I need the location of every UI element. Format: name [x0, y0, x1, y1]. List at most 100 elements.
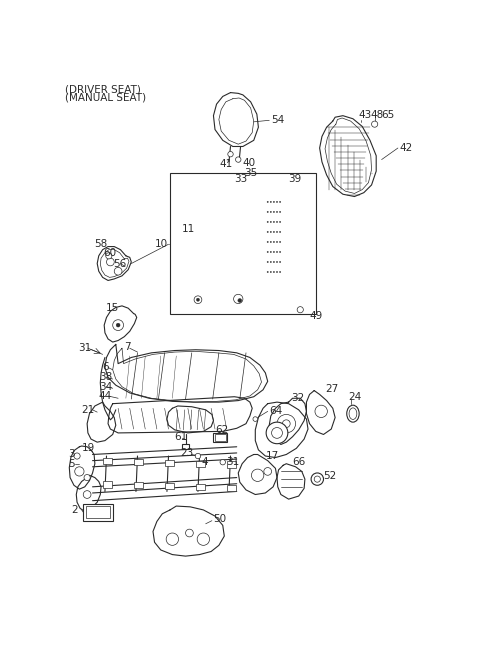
Circle shape: [273, 232, 275, 233]
Text: 6: 6: [103, 363, 109, 373]
Bar: [196, 461, 205, 467]
Bar: [83, 504, 113, 521]
Circle shape: [270, 251, 271, 253]
Circle shape: [116, 323, 120, 327]
Bar: [227, 485, 236, 491]
Circle shape: [273, 221, 275, 222]
Bar: [214, 433, 228, 442]
Text: 17: 17: [265, 451, 278, 461]
Text: 50: 50: [214, 514, 227, 524]
Circle shape: [83, 491, 91, 499]
Circle shape: [113, 319, 123, 331]
Text: 61: 61: [175, 432, 188, 441]
Circle shape: [236, 157, 241, 162]
Ellipse shape: [349, 408, 357, 419]
Bar: [165, 483, 174, 489]
Circle shape: [297, 306, 303, 313]
Circle shape: [276, 261, 277, 262]
Bar: [215, 434, 226, 441]
Text: 32: 32: [291, 393, 304, 403]
Text: 7: 7: [124, 342, 131, 352]
Circle shape: [186, 529, 193, 537]
Text: 23: 23: [180, 448, 193, 458]
Text: 3: 3: [68, 449, 74, 459]
Circle shape: [315, 405, 327, 417]
Circle shape: [311, 473, 324, 485]
Text: 35: 35: [244, 168, 257, 178]
Circle shape: [234, 295, 243, 304]
Text: 15: 15: [106, 303, 119, 313]
Circle shape: [106, 253, 112, 259]
Circle shape: [196, 298, 200, 301]
Circle shape: [267, 232, 268, 233]
Circle shape: [273, 201, 275, 203]
Circle shape: [266, 422, 288, 443]
Text: 43: 43: [359, 110, 372, 120]
Text: 49: 49: [310, 311, 323, 321]
Circle shape: [273, 211, 275, 213]
Bar: [133, 482, 143, 488]
Circle shape: [267, 201, 268, 203]
Circle shape: [197, 533, 210, 545]
Circle shape: [267, 251, 268, 253]
Circle shape: [267, 241, 268, 243]
Circle shape: [276, 272, 277, 273]
Circle shape: [267, 211, 268, 213]
Circle shape: [264, 468, 272, 475]
Text: 44: 44: [99, 391, 112, 401]
Text: 40: 40: [243, 157, 256, 168]
Bar: [85, 506, 110, 518]
Text: 62: 62: [215, 425, 228, 435]
Circle shape: [194, 296, 202, 304]
Text: 52: 52: [324, 471, 337, 481]
Text: (DRIVER SEAT): (DRIVER SEAT): [65, 85, 141, 94]
Text: 31: 31: [227, 457, 240, 467]
Bar: [103, 459, 112, 464]
Text: 48: 48: [370, 110, 383, 120]
Text: 65: 65: [382, 110, 395, 120]
Text: 21: 21: [82, 405, 95, 415]
Circle shape: [279, 272, 281, 273]
Text: 27: 27: [325, 384, 338, 394]
Text: (MANUAL SEAT): (MANUAL SEAT): [65, 93, 146, 103]
Text: 58: 58: [94, 239, 108, 249]
Text: 2: 2: [72, 505, 78, 515]
Circle shape: [273, 272, 275, 273]
Circle shape: [277, 415, 296, 433]
Text: 56: 56: [113, 258, 127, 268]
Circle shape: [279, 201, 281, 203]
Text: 60: 60: [103, 248, 117, 258]
Circle shape: [107, 258, 114, 266]
Circle shape: [270, 261, 271, 262]
Text: 19: 19: [82, 443, 95, 453]
Circle shape: [270, 272, 271, 273]
Text: 10: 10: [155, 239, 168, 249]
Circle shape: [273, 251, 275, 253]
Text: 5: 5: [68, 459, 74, 469]
Circle shape: [270, 201, 271, 203]
Text: 34: 34: [99, 382, 112, 392]
Circle shape: [270, 221, 271, 222]
Text: 42: 42: [399, 143, 413, 153]
Text: 4: 4: [201, 457, 208, 467]
Circle shape: [166, 533, 179, 545]
Text: 39: 39: [288, 174, 302, 184]
Bar: [170, 173, 316, 314]
Circle shape: [372, 121, 378, 127]
Circle shape: [282, 420, 290, 428]
Text: 11: 11: [181, 224, 195, 234]
Circle shape: [279, 232, 281, 233]
Text: 64: 64: [269, 406, 283, 417]
Circle shape: [279, 211, 281, 213]
Circle shape: [279, 251, 281, 253]
Circle shape: [253, 417, 258, 421]
Circle shape: [314, 476, 321, 482]
Circle shape: [267, 261, 268, 262]
Circle shape: [74, 453, 80, 459]
Circle shape: [220, 459, 226, 465]
Text: 54: 54: [271, 115, 284, 125]
Circle shape: [276, 232, 277, 233]
Circle shape: [270, 241, 271, 243]
Circle shape: [228, 152, 233, 157]
Circle shape: [195, 453, 201, 459]
